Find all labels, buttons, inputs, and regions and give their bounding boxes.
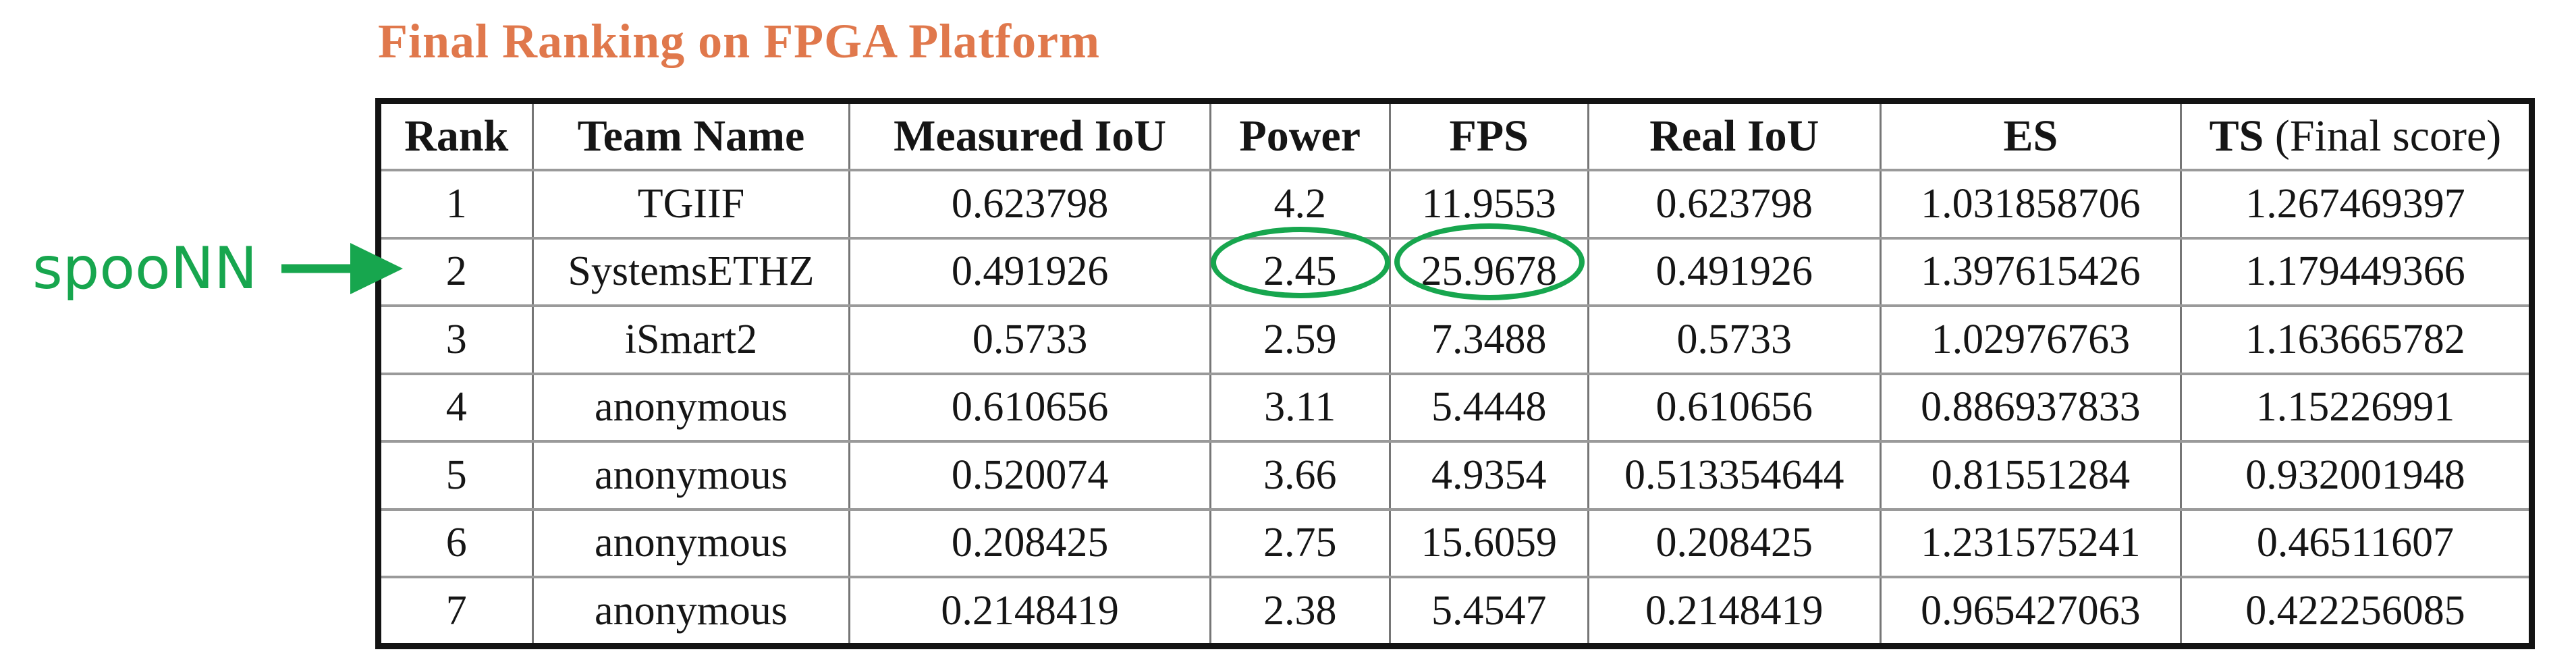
cell-fps: 11.9553	[1390, 170, 1589, 240]
header-label: Measured IoU	[894, 111, 1167, 161]
cell-real-iou: 0.2148419	[1588, 577, 1882, 643]
cell-power: 2.45	[1210, 238, 1391, 308]
cell-fps: 5.4547	[1390, 577, 1589, 643]
ranking-table-body: 1 TGIIF 0.623798 4.2 11.9553 0.623798 1.031858…	[381, 170, 2529, 643]
cell-ts: 0.46511607	[2181, 509, 2529, 579]
cell-fps: 4.9354	[1390, 441, 1589, 511]
cell-real-iou: 0.5733	[1588, 306, 1882, 375]
header-label: Team Name	[577, 111, 805, 161]
table-row: 2 SystemsETHZ 0.491926 2.45 25.9678 0.491926 1…	[381, 238, 2529, 308]
column-header-team-name: Team Name	[532, 104, 851, 171]
spoonn-annotation: spooNN	[32, 221, 405, 316]
cell-es: 0.965427063	[1880, 577, 2182, 643]
cell-rank: 5	[381, 441, 534, 511]
cell-rank: 7	[381, 577, 534, 643]
column-header-measured-iou: Measured IoU	[849, 104, 1211, 171]
cell-fps: 5.4448	[1390, 373, 1589, 443]
cell-measured-iou: 0.610656	[849, 373, 1211, 443]
cell-measured-iou: 0.5733	[849, 306, 1211, 375]
cell-real-iou: 0.610656	[1588, 373, 1882, 443]
cell-rank: 4	[381, 373, 534, 443]
cell-team-name: anonymous	[532, 441, 851, 511]
table-row: 6 anonymous 0.208425 2.75 15.6059 0.208425 1.2…	[381, 509, 2529, 579]
header-label: TS	[2209, 111, 2264, 161]
cell-real-iou: 0.513354644	[1588, 441, 1882, 511]
column-header-real-iou: Real IoU	[1588, 104, 1882, 171]
cell-power: 2.38	[1210, 577, 1391, 643]
cell-power: 4.2	[1210, 170, 1391, 240]
column-header-fps: FPS	[1390, 104, 1589, 171]
cell-power: 3.11	[1210, 373, 1391, 443]
right-arrow-icon	[281, 243, 404, 294]
cell-measured-iou: 0.520074	[849, 441, 1211, 511]
header-label: ES	[2003, 111, 2058, 161]
cell-rank: 2	[381, 238, 534, 308]
cell-ts: 0.422256085	[2245, 587, 2465, 634]
cell-power: 3.66	[1210, 441, 1391, 511]
cell-power: 2.59	[1210, 306, 1391, 375]
cell-team-name: iSmart2	[532, 306, 851, 375]
column-header-es: ES	[1880, 104, 2182, 171]
annotation-label: spooNN	[32, 235, 258, 302]
cell-ts: 1.179449366	[2181, 238, 2529, 308]
header-label: Real IoU	[1649, 111, 1819, 161]
cell-real-iou: 0.208425	[1588, 509, 1882, 579]
cell-ts: 1.267469397	[2181, 170, 2529, 240]
cell-measured-iou: 0.208425	[849, 509, 1211, 579]
cell-team-name: SystemsETHZ	[532, 238, 851, 308]
cell-ts: 1.163665782	[2181, 306, 2529, 375]
cell-rank: 3	[381, 306, 534, 375]
cell-es: 1.031858706	[1880, 170, 2182, 240]
cell-measured-iou: 0.2148419	[849, 577, 1211, 643]
cell-team-name: TGIIF	[532, 170, 851, 240]
page-title: Final Ranking on FPGA Platform	[378, 14, 1101, 68]
table-row: 7 anonymous 0.2148419 2.38 5.4547 0.2148419 0.…	[381, 577, 2529, 643]
ranking-table: Rank Team Name Measured IoU Power FPS Re…	[381, 104, 2529, 643]
cell-ts: 0.932001948	[2181, 441, 2529, 511]
cell-rank: 1	[381, 170, 534, 240]
column-header-power: Power	[1210, 104, 1391, 171]
cell-measured-iou: 0.623798	[849, 170, 1211, 240]
cell-fps: 15.6059	[1390, 509, 1589, 579]
column-header-rank: Rank	[381, 104, 534, 171]
cell-es: 1.397615426	[1880, 238, 2182, 308]
ranking-table-frame: Rank Team Name Measured IoU Power FPS Re…	[375, 98, 2535, 649]
header-note: (Final score)	[2264, 111, 2502, 161]
table-row: 1 TGIIF 0.623798 4.2 11.9553 0.623798 1.031858…	[381, 170, 2529, 240]
cell-es: 1.231575241	[1880, 509, 2182, 579]
header-row: Rank Team Name Measured IoU Power FPS Re…	[381, 104, 2529, 171]
cell-es: 1.02976763	[1880, 306, 2182, 375]
cell-es: 0.886937833	[1880, 373, 2182, 443]
cell-fps: 7.3488	[1390, 306, 1589, 375]
cell-team-name: anonymous	[532, 509, 851, 579]
table-row: 3 iSmart2 0.5733 2.59 7.3488 0.5733 1.02976763…	[381, 306, 2529, 375]
cell-real-iou: 0.491926	[1588, 238, 1882, 308]
cell-ts: 1.15226991	[2181, 373, 2529, 443]
cell-team-name: anonymous	[532, 373, 851, 443]
table-row: 4 anonymous 0.610656 3.11 5.4448 0.610656 0.88…	[381, 373, 2529, 443]
cell-power: 2.75	[1210, 509, 1391, 579]
table-row: 5 anonymous 0.520074 3.66 4.9354 0.513354644 0…	[381, 441, 2529, 511]
cell-team-name: anonymous	[532, 577, 851, 643]
cell-real-iou: 0.623798	[1588, 170, 1882, 240]
cell-rank: 6	[381, 509, 534, 579]
header-label: FPS	[1449, 111, 1529, 161]
header-label: Power	[1239, 111, 1361, 161]
cell-fps: 25.9678	[1390, 238, 1589, 308]
header-label: Rank	[404, 111, 509, 161]
cell-es: 0.81551284	[1880, 441, 2182, 511]
cell-measured-iou: 0.491926	[849, 238, 1211, 308]
column-header-ts: TS (Final score)	[2181, 104, 2529, 171]
